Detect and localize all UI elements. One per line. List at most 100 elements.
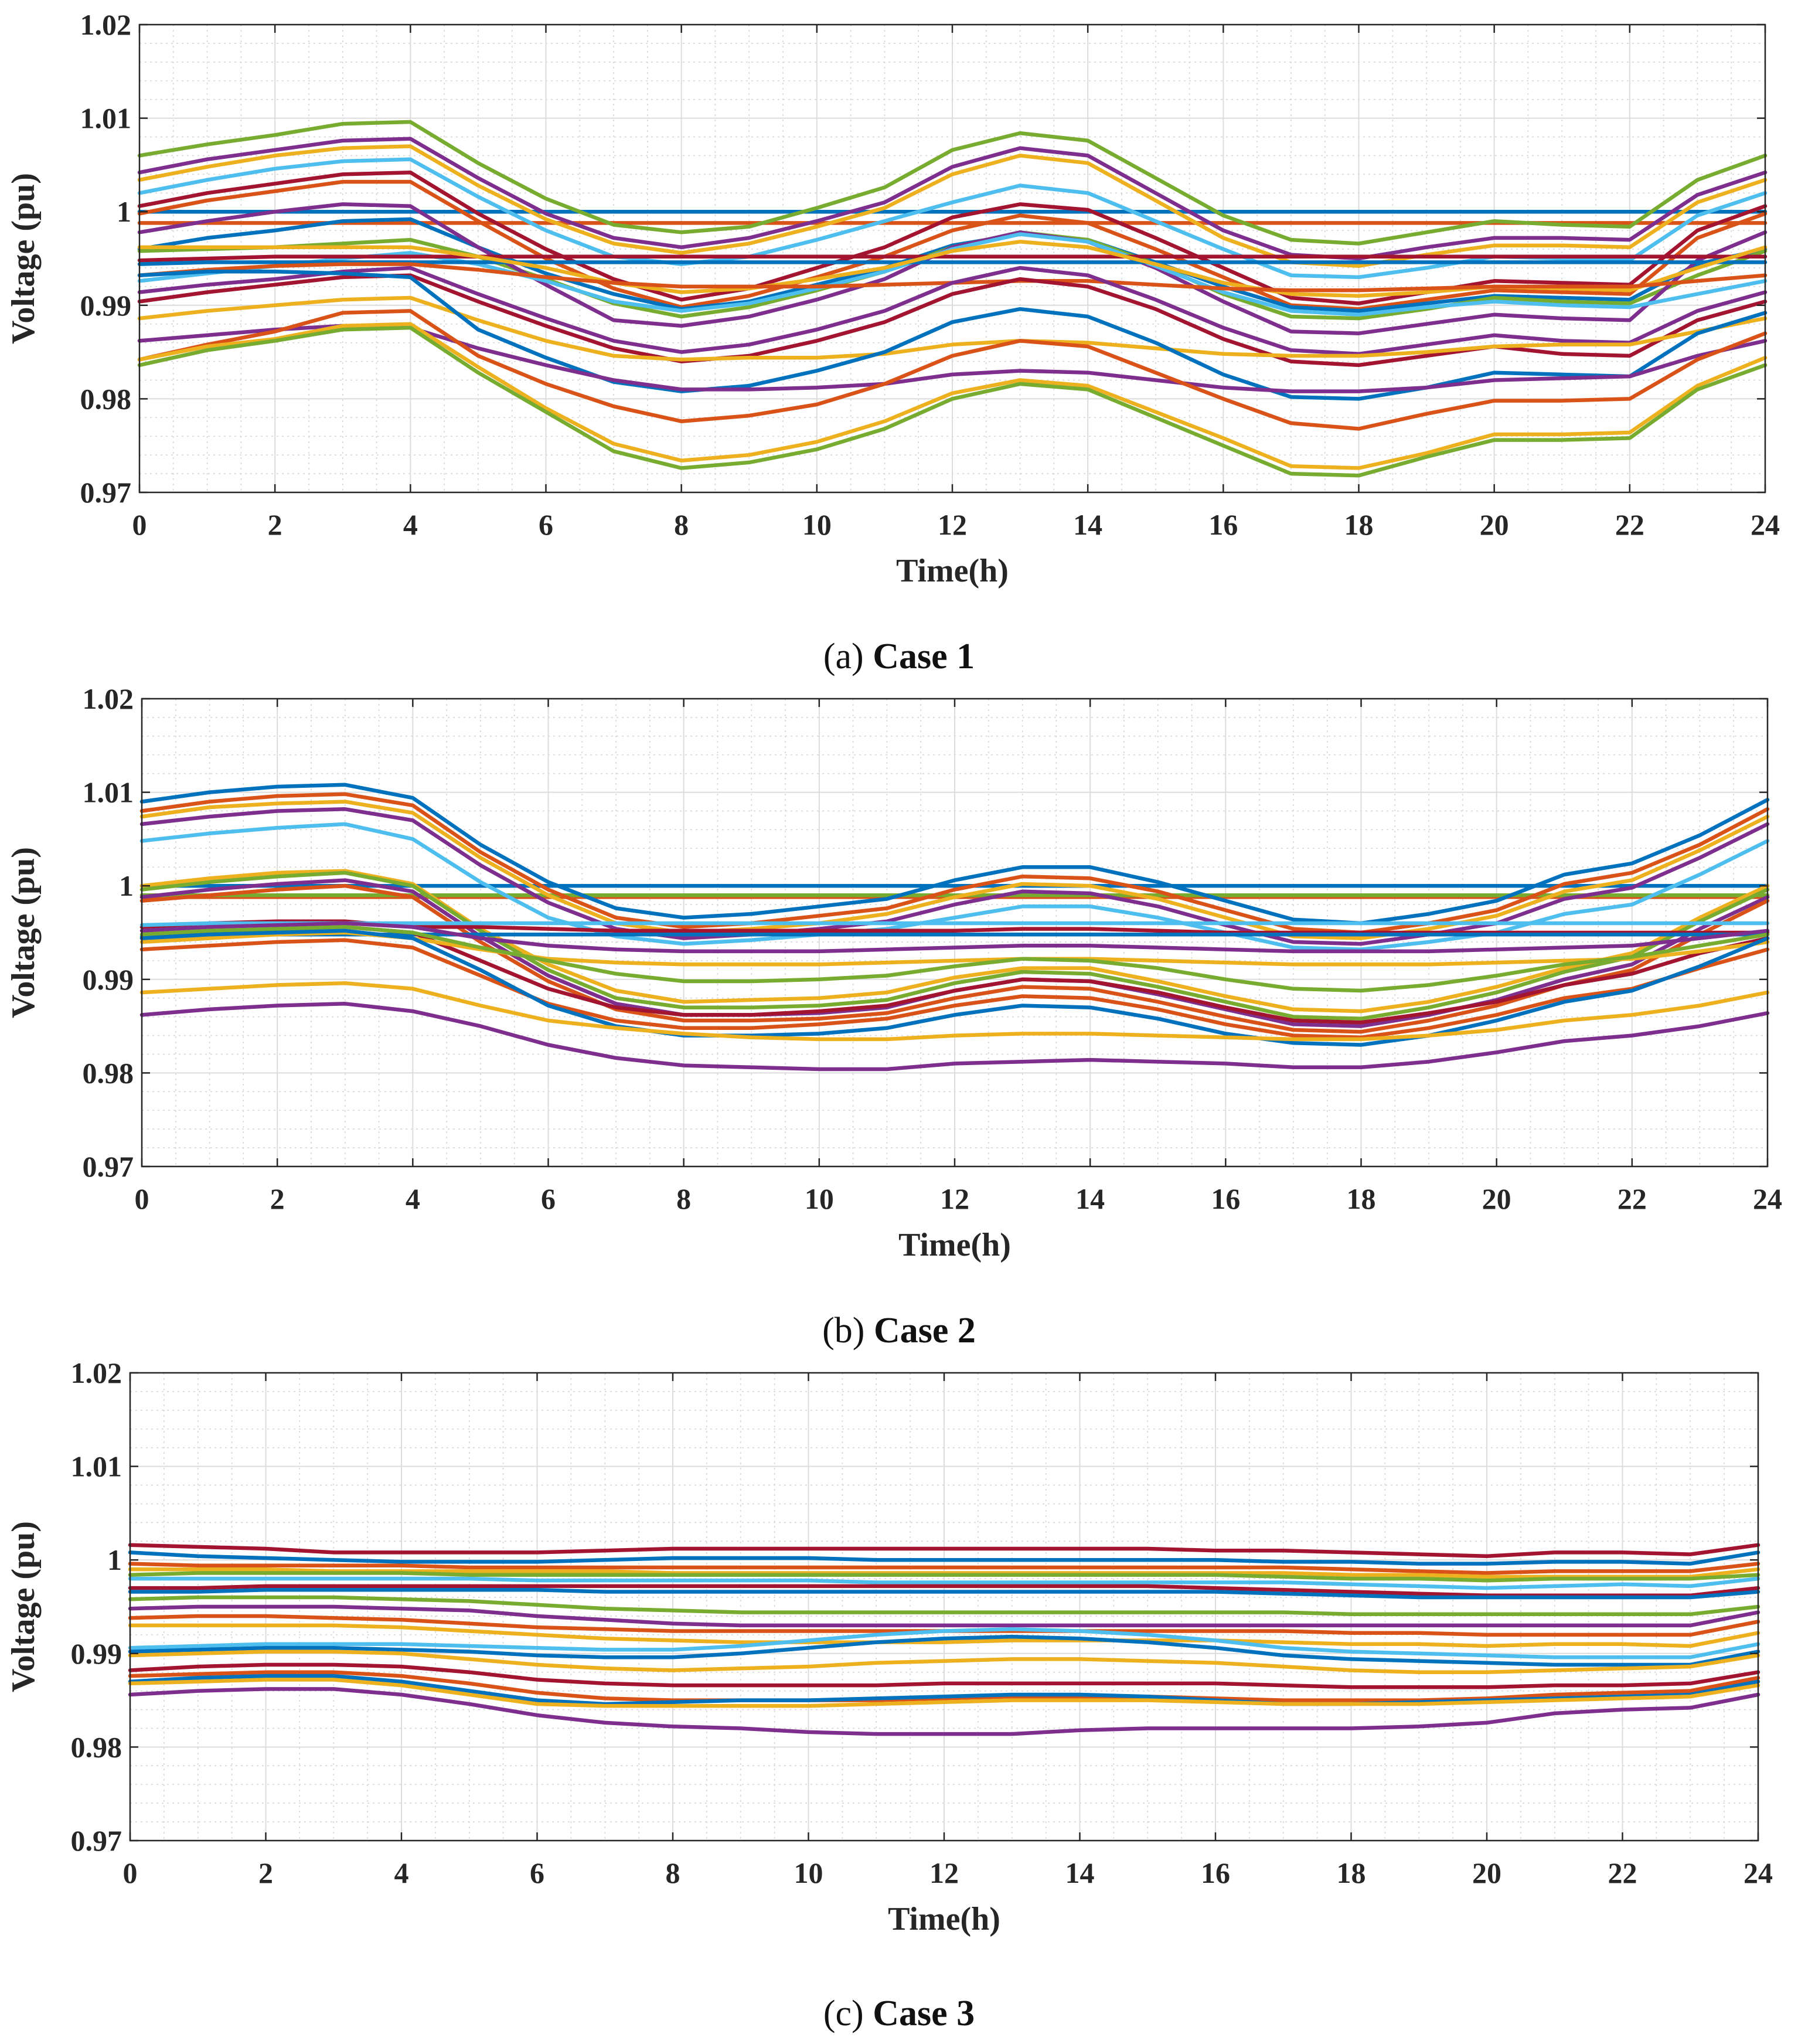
series-line-bus-24	[137, 325, 1768, 478]
series-group	[139, 783, 1770, 1072]
caption-prefix: (a)	[823, 637, 864, 676]
x-tick-label: 2	[258, 1856, 273, 1889]
series-line-bus-23	[137, 322, 1768, 470]
tick-marks	[141, 698, 1769, 1168]
y-axis-title: Voltage (pu)	[5, 847, 42, 1018]
x-tick-label: 2	[268, 508, 282, 541]
series-line-bus-15	[139, 921, 1770, 927]
y-tick-label: 0.98	[83, 1056, 134, 1089]
chart-panel-case-1: 0 2 4 6 8 10 12 14 16 18 20 22 24 0.97 0.98 0.99 1 1.01 1.…	[0, 0, 1798, 680]
series-line-bus-20	[139, 938, 1770, 1040]
chart-panel-case-3: 0 2 4 6 8 10 12 14 16 18 20 22 24 0.97 0.98 0.99 1 1.01 1.…	[0, 1348, 1798, 2044]
y-tick-label: 1.01	[80, 102, 132, 135]
x-tick-label: 8	[676, 1182, 691, 1215]
series-line-bus-19	[128, 1678, 1760, 1708]
y-tick-label: 1.01	[83, 776, 134, 809]
x-tick-label: 24	[1751, 508, 1780, 541]
caption-prefix: (b)	[822, 1311, 865, 1351]
series-line-bus-22	[137, 309, 1768, 431]
series-line-bus-16	[128, 1662, 1760, 1689]
x-axis-title: Time(h)	[896, 553, 1009, 589]
tick-marks	[138, 23, 1766, 494]
line-chart-case-2: 0 2 4 6 8 10 12 14 16 18 20 22 240.970.980.9911.011.…	[5, 682, 1782, 1263]
series-group	[137, 120, 1768, 478]
series-line-bus-21	[139, 929, 1770, 1047]
series-line-bus-20	[137, 270, 1768, 401]
series-line-bus-9	[128, 1604, 1760, 1628]
caption-case-2: (b) Case 2	[0, 1310, 1798, 1352]
x-tick-label: 6	[541, 1182, 556, 1215]
x-tick-label: 16	[1211, 1182, 1240, 1215]
y-tick-label: 0.98	[71, 1730, 122, 1763]
x-tick-label: 6	[539, 508, 553, 541]
x-tick-label: 14	[1075, 1182, 1105, 1215]
y-tick-label: 0.97	[83, 1150, 134, 1183]
x-tick-label: 0	[132, 508, 147, 541]
x-tick-label: 14	[1073, 508, 1102, 541]
series-line-bus-5	[139, 792, 1770, 935]
x-tick-label: 22	[1615, 508, 1644, 541]
y-tick-label: 1.01	[71, 1450, 122, 1483]
series-line-bus-2	[128, 1550, 1760, 1566]
caption-prefix: (c)	[823, 1994, 864, 2033]
x-tick-label: 18	[1347, 1182, 1376, 1215]
line-chart-case-1: 0 2 4 6 8 10 12 14 16 18 20 22 240.970.980.9911.011.…	[5, 8, 1780, 589]
y-tick-label: 0.97	[80, 476, 132, 509]
series-line-bus-10	[128, 1595, 1760, 1617]
x-tick-label: 18	[1344, 508, 1374, 541]
x-tick-label: 22	[1608, 1856, 1637, 1889]
x-tick-label: 14	[1065, 1856, 1095, 1889]
x-tick-label: 0	[123, 1856, 138, 1889]
x-tick-label: 10	[794, 1856, 823, 1889]
x-axis-title: Time(h)	[898, 1227, 1011, 1263]
x-tick-label: 20	[1480, 508, 1509, 541]
series-line-bus-23	[139, 1002, 1770, 1072]
x-tick-label: 16	[1208, 508, 1238, 541]
chart-panel-case-2: 0 2 4 6 8 10 12 14 16 18 20 22 24 0.97 0.98 0.99 1 1.01 1.…	[0, 674, 1798, 1354]
series-line-bus-15	[128, 1650, 1760, 1674]
x-tick-label: 8	[674, 508, 689, 541]
series-line-bus-13	[137, 254, 1768, 263]
series-group	[128, 1543, 1760, 1736]
x-tick-label: 10	[802, 508, 832, 541]
x-tick-label: 4	[406, 1182, 420, 1215]
y-tick-label: 1	[107, 1543, 122, 1576]
series-line-bus-8	[128, 1588, 1760, 1600]
series-line-bus-12	[139, 883, 1770, 1034]
caption-case-3: (c) Case 3	[0, 1993, 1798, 2035]
y-tick-label: 1.02	[80, 8, 132, 41]
line-chart-case-3: 0 2 4 6 8 10 12 14 16 18 20 22 240.970.980.9911.011.…	[5, 1356, 1773, 1937]
y-tick-label: 1	[117, 195, 131, 228]
series-line-bus-18	[137, 266, 1768, 356]
x-tick-label: 12	[929, 1856, 959, 1889]
caption-title: Case 2	[873, 1311, 976, 1351]
series-line-bus-8	[137, 179, 1768, 311]
series-line-bus-6	[139, 800, 1770, 940]
y-tick-label: 1.02	[83, 682, 134, 715]
series-line-bus-13	[128, 1627, 1760, 1659]
x-tick-label: 10	[805, 1182, 834, 1215]
series-line-bus-5	[128, 1571, 1760, 1583]
series-line-bus-7	[137, 170, 1768, 305]
x-tick-label: 16	[1201, 1856, 1230, 1889]
series-line-bus-1	[128, 1543, 1760, 1559]
x-tick-label: 12	[940, 1182, 969, 1215]
x-tick-label: 4	[403, 508, 418, 541]
x-tick-label: 4	[394, 1856, 409, 1889]
series-line-bus-14	[128, 1634, 1760, 1667]
y-tick-label: 0.99	[80, 289, 132, 322]
series-line-bus-20	[128, 1687, 1760, 1736]
series-line-bus-3	[137, 120, 1768, 246]
x-tick-label: 22	[1617, 1182, 1647, 1215]
x-tick-label: 12	[938, 508, 967, 541]
y-axis-title: Voltage (pu)	[5, 173, 42, 344]
x-tick-label: 8	[666, 1856, 680, 1889]
y-tick-label: 1	[119, 869, 134, 902]
y-tick-label: 0.99	[83, 963, 134, 996]
y-tick-label: 0.98	[80, 382, 132, 415]
y-tick-label: 0.97	[71, 1824, 122, 1857]
series-line-bus-4	[139, 783, 1770, 926]
x-tick-label: 6	[530, 1856, 544, 1889]
series-line-bus-17	[139, 921, 1770, 954]
